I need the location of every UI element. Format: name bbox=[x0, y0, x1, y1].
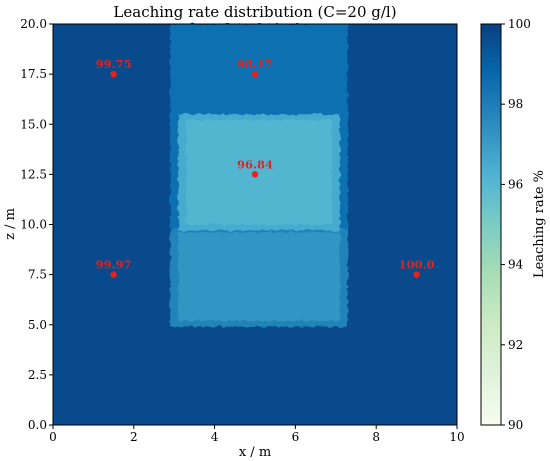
colorbar-tick-label: 92 bbox=[508, 338, 523, 352]
x-tick-label: 10 bbox=[449, 430, 464, 444]
colorbar-ticks: 90 92 94 96 98 100 bbox=[501, 17, 531, 432]
x-tick-label: 6 bbox=[292, 430, 300, 444]
y-axis-ticks: 0.0 2.5 5.0 7.5 10.0 12.5 15.0 17.5 20.0 bbox=[20, 17, 53, 432]
y-tick-label: 2.5 bbox=[28, 368, 47, 382]
heatmap-region-3 bbox=[178, 232, 340, 321]
x-tick-label: 0 bbox=[49, 430, 57, 444]
sample-point-label-4: 100.0 bbox=[399, 258, 435, 272]
y-tick-label: 20.0 bbox=[20, 17, 47, 31]
colorbar-tick-label: 98 bbox=[508, 97, 523, 111]
y-tick-label: 15.0 bbox=[20, 117, 47, 131]
sample-point-0 bbox=[110, 70, 117, 78]
y-tick-label: 10.0 bbox=[20, 218, 47, 232]
x-tick-label: 4 bbox=[211, 430, 219, 444]
colorbar-tick-label: 96 bbox=[508, 177, 523, 191]
sample-point-label-2: 96.84 bbox=[237, 157, 273, 171]
y-tick-label: 5.0 bbox=[28, 318, 47, 332]
sample-point-2 bbox=[251, 171, 259, 178]
sample-point-4 bbox=[413, 271, 420, 278]
x-tick-label: 8 bbox=[372, 430, 380, 444]
colorbar bbox=[480, 23, 502, 426]
y-tick-label: 17.5 bbox=[20, 67, 47, 81]
chart-title: Leaching rate distribution (C=20 g/l) bbox=[113, 3, 396, 21]
y-tick-label: 7.5 bbox=[28, 268, 47, 282]
y-tick-label: 0.0 bbox=[28, 418, 47, 432]
sample-point-label-1: 98.17 bbox=[237, 57, 273, 71]
sample-point-label-3: 99.97 bbox=[96, 258, 132, 272]
x-axis-ticks: 0 2 4 6 8 10 bbox=[49, 425, 465, 444]
colorbar-tick-label: 100 bbox=[508, 17, 531, 31]
y-axis-label: z / m bbox=[3, 208, 18, 240]
sample-points: 99.75 98.17 96.84 99.97 100.0 bbox=[96, 57, 435, 278]
x-axis-label: x / m bbox=[239, 445, 271, 460]
colorbar-label: Leaching rate % bbox=[532, 170, 547, 278]
heatmap-regions bbox=[53, 24, 457, 425]
heatmap-region-5 bbox=[186, 120, 332, 225]
colorbar-tick-label: 90 bbox=[508, 418, 523, 432]
sample-point-3 bbox=[110, 271, 117, 278]
sample-point-label-0: 99.75 bbox=[96, 57, 132, 71]
x-tick-label: 2 bbox=[130, 430, 138, 444]
y-tick-label: 12.5 bbox=[20, 167, 47, 181]
sample-point-1 bbox=[251, 70, 259, 78]
colorbar-tick-label: 94 bbox=[508, 258, 524, 272]
